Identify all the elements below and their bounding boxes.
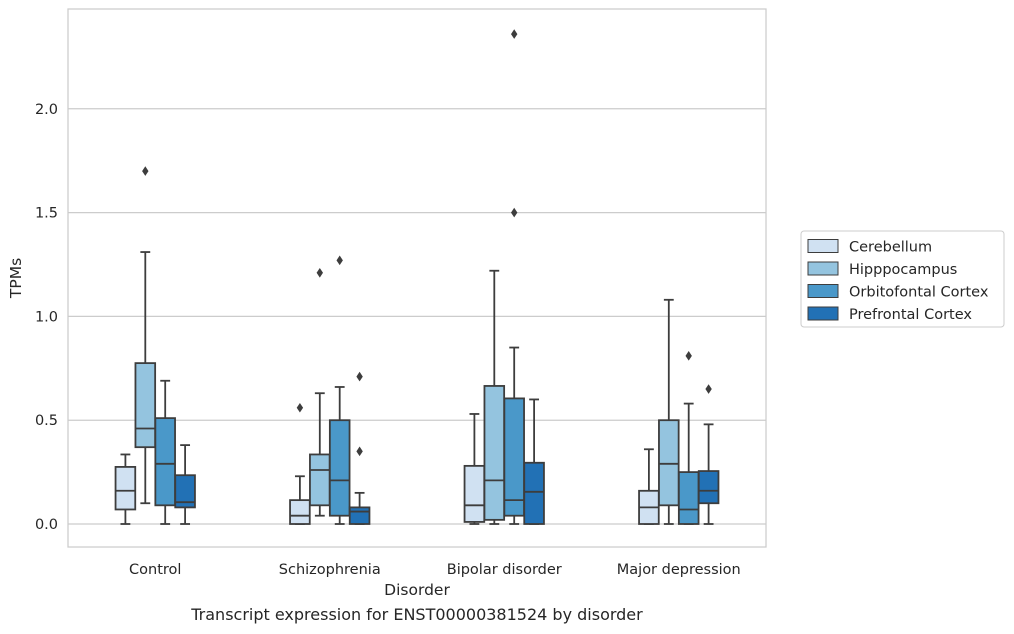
box-iqr (483, 385, 506, 521)
y-tick-label: 0.0 (35, 517, 58, 533)
box-major-depression (677, 351, 700, 525)
series-orbitofontal-cortex (154, 29, 700, 525)
legend-label: Prefrontal Cortex (849, 307, 972, 323)
outlier-point (142, 166, 149, 176)
box-bipolar-disorder (523, 398, 545, 525)
x-tick-label: Control (129, 562, 181, 578)
box-bipolar-disorder (483, 269, 506, 525)
outlier-point (705, 384, 712, 394)
series-prefrontal-cortex (174, 371, 720, 525)
legend-entry: Cerebellum (807, 239, 932, 256)
box-iqr (154, 417, 176, 507)
x-tick-label: Major depression (617, 562, 741, 578)
legend-frame (800, 230, 1005, 328)
box-iqr (503, 397, 525, 517)
box-major-depression (658, 298, 680, 525)
x-tick-label: Schizophrenia (279, 562, 381, 578)
box-iqr (697, 470, 720, 505)
box-control (134, 166, 157, 505)
legend: Cerebellum Hipppocampus Orbitofontal Corte… (800, 230, 1005, 328)
box-iqr (523, 461, 545, 525)
legend-label: Cerebellum (849, 240, 932, 256)
box-major-depression (697, 384, 720, 525)
box-iqr (174, 474, 196, 509)
series-cerebellum (114, 402, 660, 525)
legend-swatch (807, 284, 839, 298)
y-tick-label: 1.5 (35, 206, 58, 222)
box-iqr (348, 506, 371, 525)
legend-entry: Prefrontal Cortex (807, 306, 972, 323)
y-axis-ticks: 0.0 0.5 1.0 1.5 2.0 (35, 102, 58, 533)
outlier-point (685, 351, 692, 361)
legend-swatch (807, 306, 839, 321)
box-iqr (658, 419, 680, 507)
x-axis-ticks: Control Schizophrenia Bipolar disorder Majo… (129, 562, 741, 578)
box-schizophrenia (289, 402, 311, 525)
box-iqr (309, 453, 331, 507)
box-bipolar-disorder (463, 413, 486, 525)
outlier-point (316, 268, 323, 278)
figure-caption: Transcript expression for ENST0000038152… (191, 605, 643, 624)
series-hipppocampus (134, 166, 680, 525)
outlier-point (511, 29, 518, 39)
x-axis-label: Disorder (384, 581, 450, 599)
box-major-depression (638, 448, 660, 525)
y-tick-label: 2.0 (35, 102, 58, 118)
box-iqr (134, 362, 157, 449)
box-iqr (463, 464, 486, 523)
outlier-point (296, 402, 304, 413)
box-iqr (328, 419, 351, 517)
box-control (174, 444, 196, 525)
box-iqr (289, 499, 311, 525)
outlier-point (356, 371, 363, 382)
y-axis-label: TPMs (7, 258, 25, 299)
x-tick-label: Bipolar disorder (447, 562, 562, 578)
legend-swatch (807, 239, 839, 253)
box-schizophrenia (328, 255, 351, 525)
outlier-point (336, 255, 343, 266)
box-iqr (114, 466, 137, 511)
outlier-point (356, 446, 363, 457)
y-tick-label: 1.0 (35, 309, 58, 325)
legend-label: Hipppocampus (849, 262, 957, 278)
box-series (114, 29, 720, 525)
legend-entry: Hipppocampus (807, 261, 957, 278)
legend-label: Orbitofontal Cortex (849, 285, 989, 301)
box-control (114, 453, 137, 525)
box-control (154, 379, 176, 525)
box-schizophrenia (309, 268, 331, 517)
box-iqr (677, 471, 700, 525)
box-schizophrenia (348, 371, 371, 525)
legend-swatch (807, 261, 839, 276)
box-bipolar-disorder (503, 29, 525, 525)
legend-entry: Orbitofontal Cortex (807, 284, 989, 301)
plot-frame (67, 8, 767, 548)
y-tick-label: 0.5 (35, 413, 58, 429)
outlier-point (511, 207, 518, 218)
